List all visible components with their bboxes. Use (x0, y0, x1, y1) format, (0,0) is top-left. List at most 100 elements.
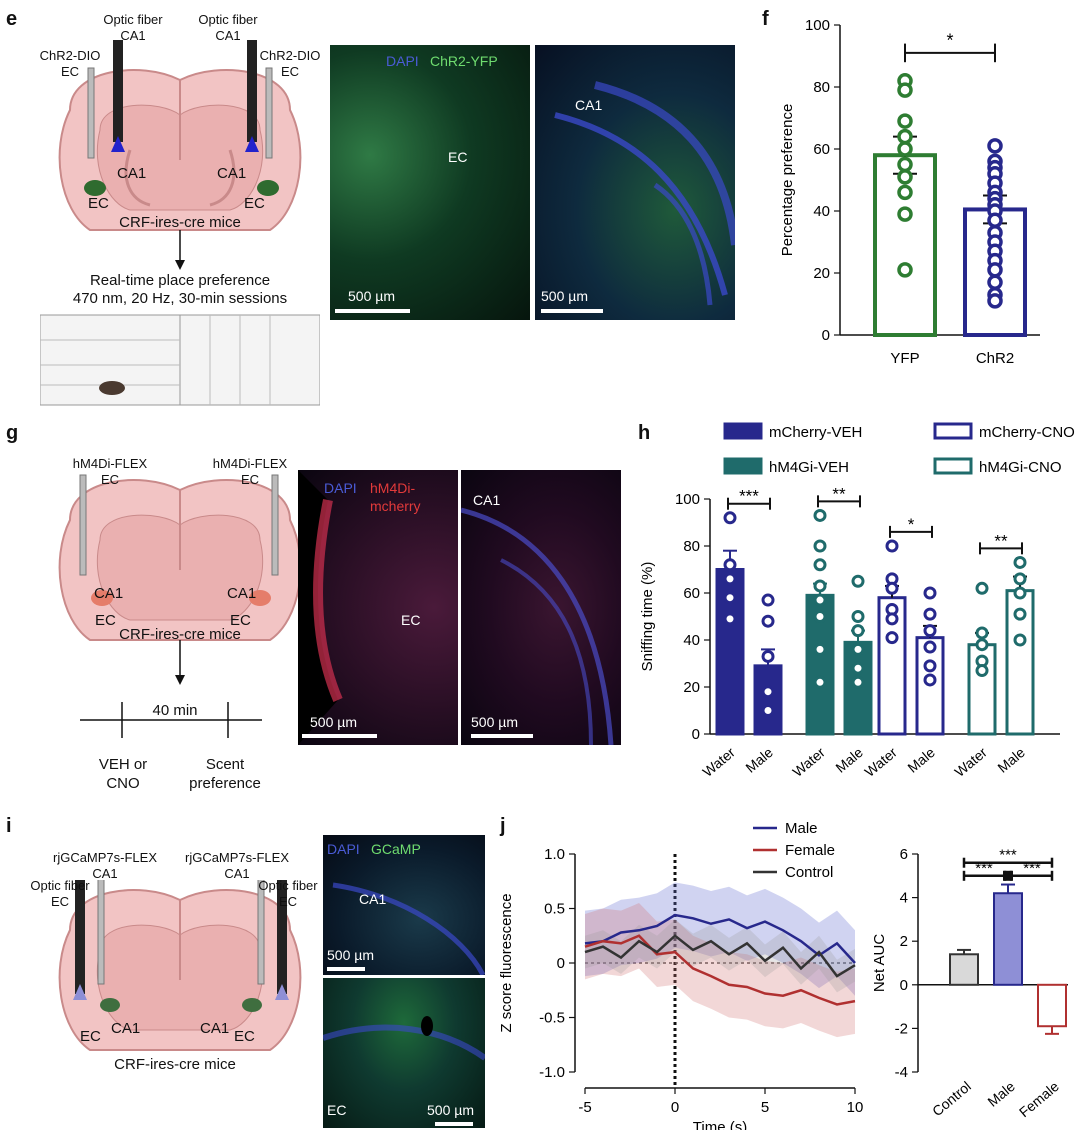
data-point (851, 661, 865, 675)
data-point (1013, 555, 1027, 569)
bar-mcherry-veh-male (753, 664, 783, 736)
virus-right-sub: EC (280, 64, 300, 79)
x-tick-label: ChR2 (976, 350, 1014, 367)
ec-right-label: EC (230, 612, 251, 629)
y-tick-label: 0 (900, 977, 908, 994)
significance-label: ** (994, 531, 1008, 550)
panel-label-h: h (638, 422, 651, 444)
legend-swatch (933, 422, 973, 440)
data-point (923, 624, 937, 638)
significance-label: *** (999, 847, 1017, 864)
micrograph-g-2: CA1 500 µm (461, 470, 621, 745)
data-point (1013, 607, 1027, 621)
panel-label-f: f (762, 8, 769, 30)
data-point (723, 612, 737, 626)
legend-swatch (723, 422, 763, 440)
data-point (897, 262, 913, 278)
scale-bar-label: 500 µm (310, 714, 357, 730)
data-point (923, 586, 937, 600)
hippocampus-layers (554, 81, 735, 306)
bar-female (1037, 983, 1067, 1028)
scale-bar-label: 500 µm (427, 1102, 474, 1118)
x-tick-label: Water (699, 744, 738, 780)
x-tick-label: Water (861, 744, 900, 780)
data-point (987, 138, 1003, 154)
cortex-section (323, 1016, 485, 1061)
micrograph-g-1: DAPI hM4Di- mcherry EC 500 µm (298, 470, 458, 745)
scale-bar-label: 500 µm (541, 288, 588, 304)
data-point (897, 206, 913, 222)
optic-fiber-right-label: Optic fiber (198, 12, 258, 27)
optic-fiber-left-label: Optic fiber (30, 878, 90, 893)
sem-band-control (585, 919, 855, 993)
ca1-right-label: CA1 (200, 1020, 230, 1037)
timeline-start-label: VEH or (98, 756, 148, 773)
data-point (761, 593, 775, 607)
significance-label: ** (832, 484, 846, 503)
y-tick-label: -0.5 (539, 1010, 565, 1027)
sem-band-male (585, 882, 855, 996)
y-axis-label: Sniffing time (%) (639, 562, 656, 672)
ec-left-label: EC (80, 1028, 101, 1045)
data-point (885, 612, 899, 626)
data-point (813, 579, 827, 593)
data-point (975, 664, 989, 678)
legend-label: Male (785, 820, 818, 837)
sem-band-female (585, 903, 855, 1038)
virus-left-label: ChR2-DIO (39, 48, 101, 63)
ec-right-label: EC (244, 195, 265, 212)
y-tick-label: 20 (813, 265, 830, 282)
data-point (813, 558, 827, 572)
x-tick-label: 10 (847, 1099, 864, 1116)
data-point (723, 572, 737, 586)
panel-label-j: j (500, 815, 506, 837)
legend-label: mCherry-VEH (769, 424, 862, 441)
data-point (813, 593, 827, 607)
ca1-left-label: CA1 (94, 585, 124, 602)
scale-bar (335, 309, 410, 313)
virus-left-label: rjGCaMP7s-FLEX (52, 850, 158, 865)
virus-right-sub: CA1 (224, 866, 250, 881)
y-tick-label: 6 (900, 846, 908, 863)
data-point (813, 610, 827, 623)
region-label: EC (327, 1102, 347, 1118)
data-point (885, 539, 899, 553)
region-label: CA1 (359, 891, 387, 907)
y-tick-label: 80 (813, 79, 830, 96)
y-tick-label: 60 (813, 141, 830, 158)
region-label: CA1 (575, 97, 603, 113)
scale-bar (435, 1122, 473, 1126)
significance-label: * (946, 31, 953, 51)
y-axis-label: Z score fluorescence (498, 893, 515, 1032)
mice-label: CRF-ires-cre mice (119, 214, 241, 231)
panel-label-g: g (6, 422, 19, 444)
timeline-end-label-2: preference (189, 775, 261, 792)
y-tick-label: 40 (683, 632, 700, 649)
timeline-end-label: Scent (205, 756, 245, 773)
panel-label-e: e (6, 8, 18, 30)
chart-h: mCherry-VEH mCherry-CNO hM4Gi-VEH hM4Gi-CNO… (639, 422, 1075, 780)
data-point (851, 624, 865, 638)
y-tick-label: 60 (683, 585, 700, 602)
significance-label: *** (1023, 860, 1041, 877)
data-point (987, 293, 1003, 309)
virus-right-sub: EC (240, 472, 260, 487)
x-tick-label: Male (742, 744, 776, 776)
data-point (923, 607, 937, 621)
trace-male (584, 913, 856, 964)
virus-left-sub: EC (60, 64, 80, 79)
scale-bar (541, 309, 603, 313)
data-point (897, 141, 913, 157)
ca1-left-label: CA1 (111, 1020, 141, 1037)
bar-control (949, 953, 979, 986)
data-point (851, 675, 865, 689)
data-point (975, 638, 989, 652)
optic-fiber-left-sub: CA1 (120, 28, 146, 43)
scale-bar (302, 734, 377, 738)
x-tick-label: Water (951, 744, 990, 780)
y-tick-label: -1.0 (539, 1064, 565, 1081)
region-label: EC (401, 612, 421, 628)
legend-label: Control (785, 864, 833, 881)
timeline-start-label-2: CNO (106, 775, 140, 792)
virus-left-sub: EC (100, 472, 120, 487)
